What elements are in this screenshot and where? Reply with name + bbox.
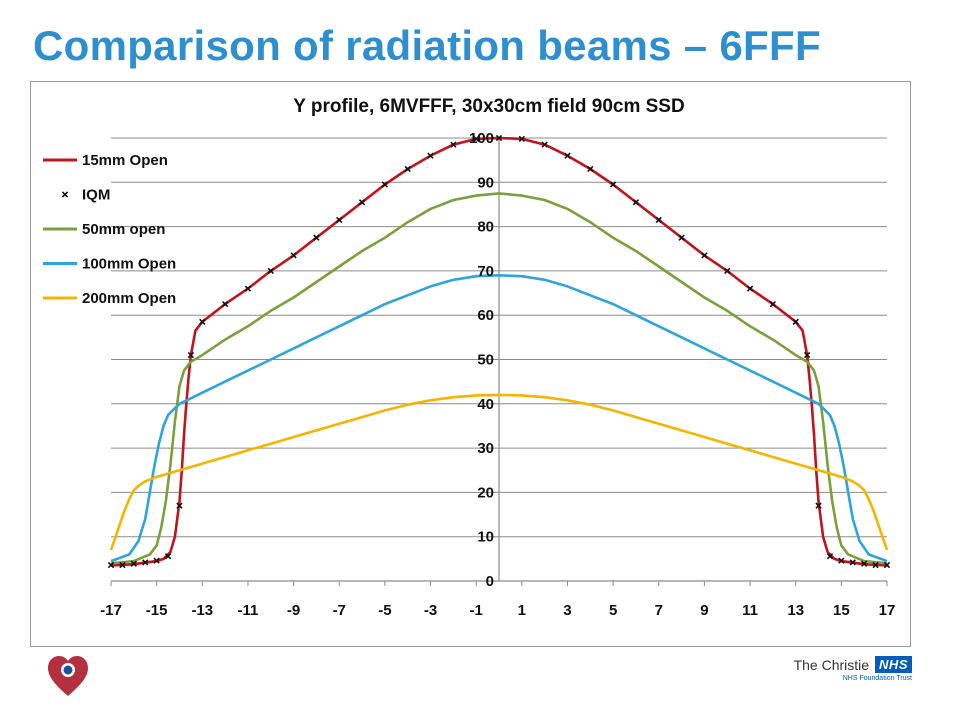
data-point bbox=[267, 267, 274, 275]
x-tick-label: 3 bbox=[563, 602, 571, 619]
christie-logo: The Christie NHS NHS Foundation Trust bbox=[794, 656, 912, 682]
series-line-100mm-open bbox=[110, 274, 888, 563]
data-point bbox=[450, 141, 457, 148]
slide-title: Comparison of radiation beams – 6FFF bbox=[33, 22, 821, 69]
chart-frame: Y profile, 6MVFFF, 30x30cm field 90cm SS… bbox=[30, 81, 911, 647]
x-tick-label: -7 bbox=[333, 602, 346, 619]
data-point bbox=[541, 141, 548, 148]
data-point bbox=[838, 557, 845, 564]
data-point bbox=[358, 199, 366, 206]
legend-label: 100mm Open bbox=[82, 256, 176, 273]
data-point bbox=[701, 252, 708, 259]
data-point bbox=[427, 152, 434, 159]
y-tick-label: 60 bbox=[477, 307, 494, 324]
data-point bbox=[119, 561, 126, 569]
x-tick-label: -5 bbox=[378, 602, 391, 619]
y-tick-label: 100 bbox=[469, 130, 494, 147]
y-tick-label: 0 bbox=[486, 573, 494, 590]
y-tick-label: 70 bbox=[477, 263, 494, 280]
data-point bbox=[495, 134, 503, 142]
x-tick-label: -17 bbox=[100, 602, 122, 619]
data-point bbox=[587, 165, 594, 173]
y-tick-label: 90 bbox=[477, 174, 494, 191]
data-point bbox=[609, 181, 617, 188]
data-point bbox=[176, 502, 183, 509]
legend-label: 50mm open bbox=[82, 221, 165, 238]
data-point bbox=[164, 553, 172, 560]
data-point bbox=[518, 135, 525, 143]
data-point bbox=[564, 152, 571, 159]
x-tick-label: -13 bbox=[191, 602, 213, 619]
data-point bbox=[336, 216, 343, 224]
data-point bbox=[142, 559, 149, 566]
data-point bbox=[746, 285, 754, 292]
nhs-badge: NHS bbox=[875, 656, 912, 673]
data-point bbox=[130, 560, 137, 567]
data-point bbox=[221, 300, 229, 308]
x-tick-label: 15 bbox=[833, 602, 850, 619]
org-name: The Christie bbox=[793, 656, 870, 673]
y-tick-label: 40 bbox=[477, 396, 494, 413]
data-point bbox=[655, 216, 662, 224]
data-point bbox=[632, 199, 640, 206]
y-tick-label: 30 bbox=[477, 440, 494, 457]
legend-label: 15mm Open bbox=[82, 152, 168, 169]
data-point bbox=[678, 234, 685, 241]
y-tick-label: 80 bbox=[477, 219, 494, 236]
data-point bbox=[815, 502, 822, 509]
data-point bbox=[769, 300, 777, 308]
legend-label: IQM bbox=[82, 187, 110, 204]
data-point bbox=[872, 561, 879, 569]
legend-label: 200mm Open bbox=[82, 290, 176, 307]
y-tick-label: 50 bbox=[477, 352, 494, 369]
data-point bbox=[404, 165, 411, 173]
data-point bbox=[290, 252, 297, 259]
x-tick-label: 1 bbox=[518, 602, 526, 619]
data-point bbox=[187, 351, 195, 359]
legend-marker bbox=[61, 191, 69, 198]
data-point bbox=[313, 234, 320, 241]
data-point bbox=[107, 561, 115, 569]
data-point bbox=[861, 560, 868, 567]
data-point bbox=[724, 267, 731, 275]
chart-title: Y profile, 6MVFFF, 30x30cm field 90cm SS… bbox=[293, 96, 684, 117]
y-tick-label: 10 bbox=[477, 529, 494, 546]
data-point bbox=[381, 181, 389, 188]
data-point bbox=[883, 561, 891, 569]
x-tick-label: 5 bbox=[609, 602, 617, 619]
data-point bbox=[153, 557, 160, 564]
heart-logo-icon bbox=[48, 656, 88, 696]
data-point bbox=[849, 559, 856, 566]
data-point bbox=[803, 351, 811, 359]
data-point bbox=[826, 553, 834, 560]
x-tick-label: -1 bbox=[470, 602, 483, 619]
series-line-50mm-open bbox=[110, 192, 888, 565]
data-point bbox=[199, 318, 206, 326]
profile-chart: Y profile, 6MVFFF, 30x30cm field 90cm SS… bbox=[43, 96, 896, 619]
data-point bbox=[473, 135, 480, 143]
x-tick-label: 13 bbox=[787, 602, 804, 619]
x-tick-label: 11 bbox=[742, 602, 758, 619]
x-tick-label: -15 bbox=[146, 602, 168, 619]
data-point bbox=[792, 318, 799, 326]
x-tick-label: -3 bbox=[424, 602, 437, 619]
x-tick-label: 9 bbox=[700, 602, 708, 619]
trust-label: NHS Foundation Trust bbox=[842, 675, 912, 682]
x-tick-label: 7 bbox=[655, 602, 663, 619]
x-tick-label: -11 bbox=[238, 602, 259, 619]
series-line-200mm-open bbox=[109, 393, 889, 551]
y-tick-label: 20 bbox=[477, 484, 494, 501]
x-tick-label: -9 bbox=[287, 602, 300, 619]
x-tick-label: 17 bbox=[879, 602, 896, 619]
data-point bbox=[244, 285, 252, 292]
